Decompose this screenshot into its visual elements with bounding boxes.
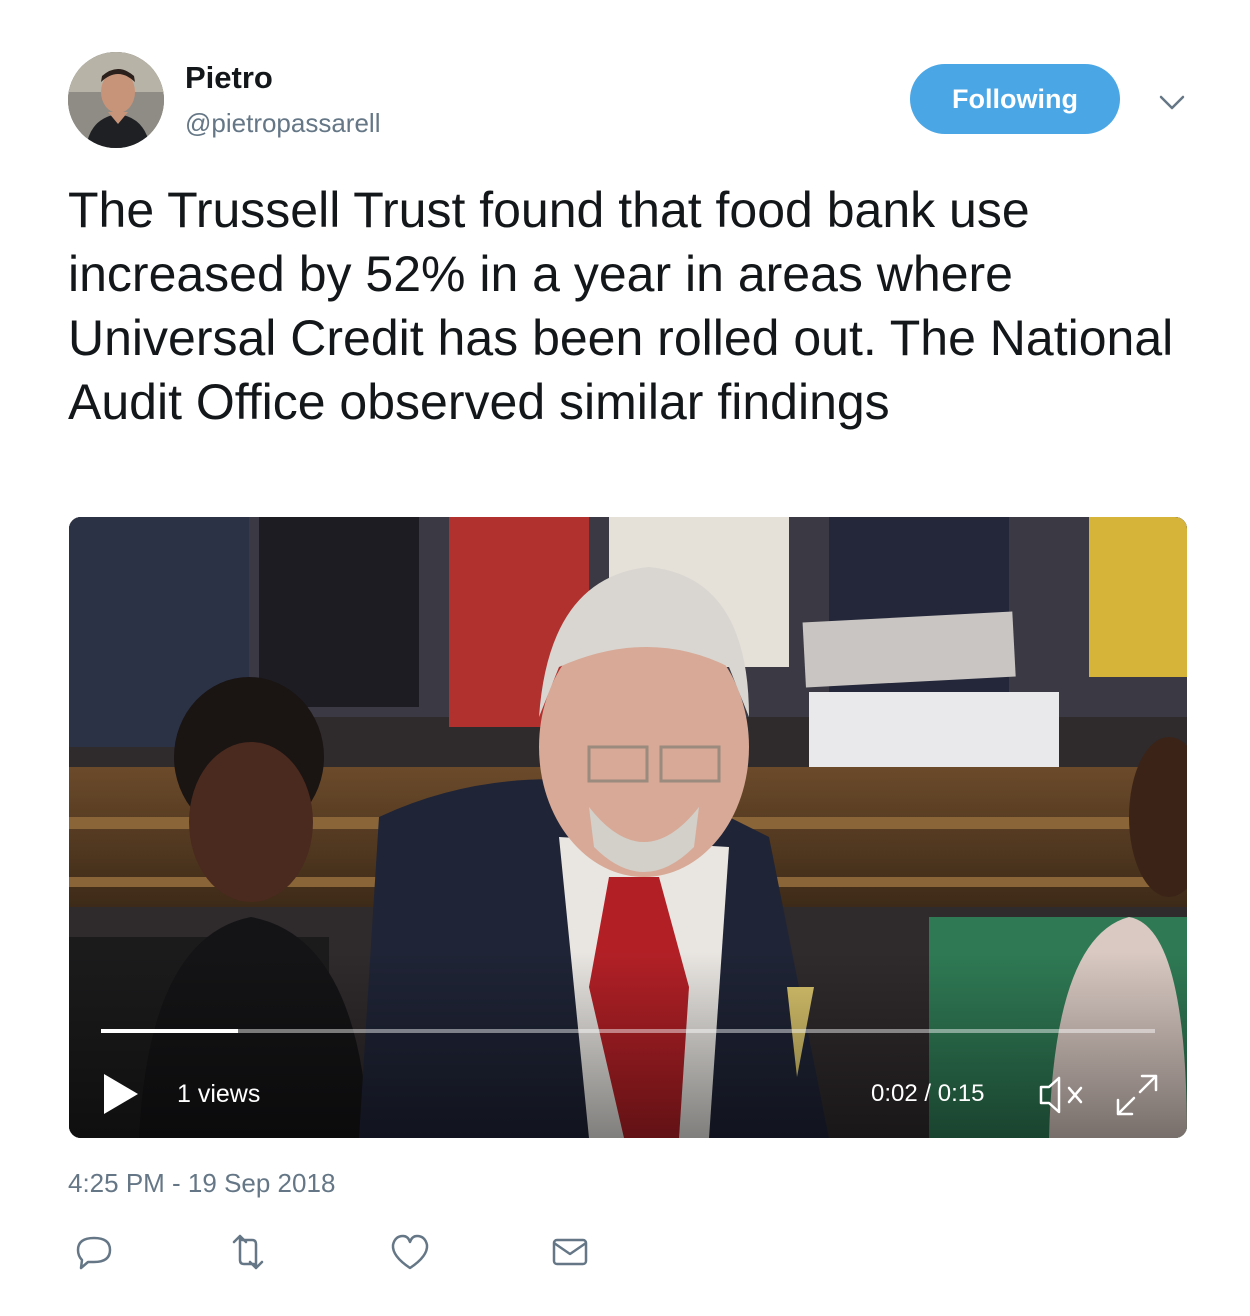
message-icon[interactable] [548,1232,592,1272]
mute-icon[interactable] [1037,1073,1089,1117]
view-count: 1 views [177,1080,261,1108]
video-frame [69,517,1187,1138]
chevron-down-icon[interactable] [1156,88,1188,116]
video-progress-fill [101,1029,239,1033]
tweet-actions [68,1232,628,1276]
retweet-icon[interactable] [226,1232,270,1272]
video-time: 0:02 / 0:15 [871,1080,985,1107]
video-progress-bar[interactable] [101,1029,1155,1033]
fullscreen-icon[interactable] [1114,1072,1160,1118]
avatar[interactable] [68,52,164,148]
user-handle[interactable]: @pietropassarell [185,108,381,138]
display-name[interactable]: Pietro [185,60,273,95]
video-player[interactable]: 1 views 0:02 / 0:15 [69,517,1187,1138]
following-button[interactable]: Following [910,64,1120,134]
play-icon[interactable] [101,1072,141,1116]
reply-icon[interactable] [72,1232,116,1272]
like-icon[interactable] [388,1232,432,1272]
tweet-text: The Trussell Trust found that food bank … [68,182,1174,430]
tweet-timestamp[interactable]: 4:25 PM - 19 Sep 2018 [68,1168,336,1198]
